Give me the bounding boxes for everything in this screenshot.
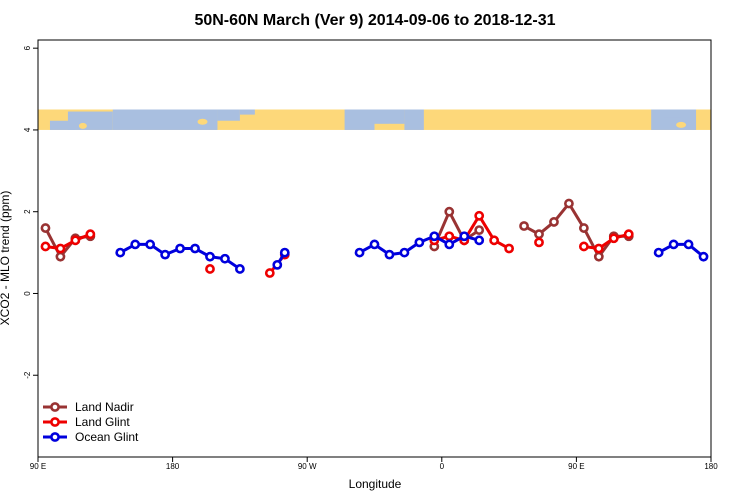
map-island xyxy=(197,118,208,125)
map-ocean xyxy=(344,109,375,130)
data-point xyxy=(220,253,230,264)
x-axis: 90 E 180 90 W 0 90 E 180 xyxy=(30,457,718,471)
map-ocean xyxy=(112,109,218,130)
legend-marker xyxy=(50,432,60,442)
data-point xyxy=(264,268,275,278)
data-point xyxy=(578,241,589,252)
data-point xyxy=(623,229,634,240)
data-point xyxy=(474,210,485,221)
map-island xyxy=(78,122,87,129)
map-island xyxy=(676,121,687,128)
y-axis-label: XCO2 - MLO trend (ppm) xyxy=(0,191,12,326)
legend-item: Land Glint xyxy=(43,415,130,429)
data-point xyxy=(459,231,470,242)
data-point xyxy=(175,243,185,254)
data-point xyxy=(55,251,66,262)
data-point xyxy=(698,251,709,262)
data-point xyxy=(414,237,425,248)
data-point xyxy=(190,243,200,254)
x-tick-label: 180 xyxy=(166,462,180,471)
data-point xyxy=(354,247,365,258)
y-tick-label: -2 xyxy=(23,371,32,379)
map-ocean xyxy=(404,109,424,130)
series-line xyxy=(44,227,91,259)
y-tick-label: 6 xyxy=(23,45,32,50)
data-point xyxy=(279,247,290,258)
x-tick-label: 90 E xyxy=(568,462,584,471)
legend-marker xyxy=(50,402,60,412)
map-island xyxy=(383,123,396,130)
data-point xyxy=(429,231,440,242)
series-line xyxy=(45,232,91,250)
data-point xyxy=(85,229,96,240)
data-point xyxy=(234,264,245,274)
data-point xyxy=(205,264,215,274)
legend-marker xyxy=(50,417,60,427)
data-point xyxy=(40,241,51,252)
y-tick-label: 4 xyxy=(23,127,32,132)
data-point xyxy=(519,221,529,231)
map-strip xyxy=(38,109,711,130)
data-point xyxy=(504,243,514,254)
data-point xyxy=(474,235,485,246)
plot-frame xyxy=(37,39,712,458)
legend-item: Land Nadir xyxy=(43,400,134,414)
map-ocean xyxy=(374,109,405,124)
series-line xyxy=(657,242,705,258)
legend-item: Ocean Glint xyxy=(43,430,139,444)
data-point xyxy=(115,247,126,258)
series-line xyxy=(432,210,481,248)
chart-title: 50N-60N March (Ver 9) 2014-09-06 to 2018… xyxy=(194,12,555,29)
data-point xyxy=(205,251,215,262)
data-point xyxy=(578,223,589,233)
data-point xyxy=(444,206,455,217)
legend-label: Ocean Glint xyxy=(75,430,139,444)
data-point xyxy=(564,198,574,209)
x-tick-label: 90 E xyxy=(30,462,46,471)
data-point xyxy=(384,249,395,260)
map-ocean xyxy=(663,109,682,118)
data-point xyxy=(683,239,694,250)
data-point xyxy=(130,239,141,250)
data-point xyxy=(593,251,604,262)
data-point xyxy=(444,239,455,250)
data-point xyxy=(534,229,544,240)
series-land-nadir xyxy=(40,198,634,262)
series-layer xyxy=(40,198,709,278)
map-ocean xyxy=(217,109,240,121)
data-point xyxy=(444,231,455,242)
data-point xyxy=(399,247,410,258)
data-point xyxy=(668,239,679,250)
data-point xyxy=(40,223,51,233)
x-tick-label: 180 xyxy=(704,462,718,471)
data-point xyxy=(369,239,380,250)
data-point xyxy=(593,243,604,254)
x-tick-label: 90 W xyxy=(298,462,317,471)
series-line xyxy=(583,232,630,250)
data-point xyxy=(55,243,66,254)
map-ocean xyxy=(239,109,255,115)
y-axis: -2 0 2 4 6 xyxy=(23,45,38,379)
legend-label: Land Glint xyxy=(75,415,130,429)
map-ocean xyxy=(49,120,76,130)
y-tick-label: 0 xyxy=(23,291,32,296)
data-point xyxy=(534,237,544,248)
data-point xyxy=(70,235,81,246)
series-ocean-glint xyxy=(115,231,709,274)
data-point xyxy=(272,259,283,270)
data-point xyxy=(160,249,171,260)
y-tick-label: 2 xyxy=(23,209,32,214)
x-axis-label: Longitude xyxy=(349,477,402,491)
data-point xyxy=(608,233,619,244)
data-point xyxy=(549,217,559,227)
legend-label: Land Nadir xyxy=(75,400,134,414)
data-point xyxy=(145,239,156,250)
map-ocean xyxy=(67,111,113,130)
data-point xyxy=(474,225,485,236)
x-tick-label: 0 xyxy=(440,462,445,471)
data-point xyxy=(653,247,664,258)
data-point xyxy=(489,235,500,246)
